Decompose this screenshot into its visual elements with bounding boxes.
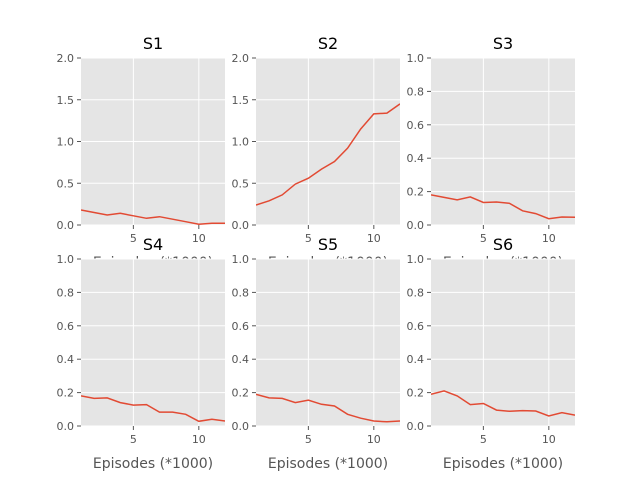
y-tick-label: 0.0	[232, 420, 250, 433]
series-line	[256, 393, 400, 423]
subplot-title: S2	[318, 34, 338, 53]
subplot-title: S3	[493, 34, 513, 53]
x-tick-label: 10	[192, 433, 206, 446]
y-tick-label: 0.0	[407, 420, 425, 433]
x-tick-label: 5	[130, 232, 137, 245]
y-tick-label: 0.6	[57, 320, 75, 333]
x-tick-label: 10	[367, 232, 381, 245]
subplot-5: 0.0 0.2 0.4 0.6 0.8 1.0 5 10 Episodes (*1000)	[232, 253, 400, 472]
y-tick-label: 0.8	[407, 85, 425, 98]
y-tick-label: 0.6	[232, 320, 250, 333]
y-tick-label: 1.0	[57, 253, 75, 266]
series-line	[431, 194, 575, 220]
y-tick-label: 1.0	[57, 136, 75, 149]
series-line	[81, 395, 225, 423]
plot-area	[81, 259, 225, 426]
y-tick-label: 1.0	[407, 52, 425, 65]
y-tick-label: 0.0	[407, 219, 425, 232]
x-tick-label: 10	[542, 433, 556, 446]
x-axis-label: Episodes (*1000)	[443, 456, 563, 472]
series-line	[256, 103, 400, 206]
y-tick-label: 0.0	[57, 219, 75, 232]
y-tick-label: 0.4	[232, 353, 250, 366]
y-tick-label: 2.0	[232, 52, 250, 65]
y-tick-label: 0.8	[232, 286, 250, 299]
y-tick-label: 0.4	[407, 152, 425, 165]
plot-area	[431, 58, 575, 225]
y-tick-label: 0.0	[57, 420, 75, 433]
x-axis-label: Episodes (*1000)	[268, 456, 388, 472]
series-line	[431, 390, 575, 417]
y-tick-label: 2.0	[57, 52, 75, 65]
x-tick-label: 5	[130, 433, 137, 446]
y-tick-label: 0.2	[407, 387, 425, 400]
y-tick-label: 0.4	[407, 353, 425, 366]
y-tick-label: 0.2	[232, 387, 250, 400]
y-tick-label: 1.0	[407, 253, 425, 266]
x-tick-label: 5	[480, 433, 487, 446]
y-tick-label: 1.0	[232, 136, 250, 149]
y-tick-label: 0.4	[57, 353, 75, 366]
x-tick-label: 10	[367, 433, 381, 446]
x-tick-label: 5	[305, 232, 312, 245]
y-tick-label: 1.5	[232, 94, 250, 107]
y-tick-label: 0.8	[407, 286, 425, 299]
series-line	[81, 209, 225, 225]
subplot-title: S4	[143, 235, 163, 254]
plot-area	[256, 259, 400, 426]
y-tick-label: 0.6	[407, 119, 425, 132]
y-tick-label: 0.0	[232, 219, 250, 232]
y-tick-label: 0.2	[407, 186, 425, 199]
plot-area	[431, 259, 575, 426]
y-tick-label: 0.5	[57, 177, 75, 190]
subplot-title: S1	[143, 34, 163, 53]
x-tick-label: 5	[480, 232, 487, 245]
subplot-title: S5	[318, 235, 338, 254]
y-tick-label: 1.0	[232, 253, 250, 266]
x-tick-label: 10	[542, 232, 556, 245]
y-tick-label: 0.6	[407, 320, 425, 333]
x-tick-label: 5	[305, 433, 312, 446]
subplot-title: S6	[493, 235, 513, 254]
y-tick-label: 1.5	[57, 94, 75, 107]
x-axis-label: Episodes (*1000)	[93, 456, 213, 472]
x-tick-label: 10	[192, 232, 206, 245]
y-tick-label: 0.2	[57, 387, 75, 400]
subplot-6: 0.0 0.2 0.4 0.6 0.8 1.0 5 10 Episodes (*1000)	[407, 253, 575, 472]
y-tick-label: 0.5	[232, 177, 250, 190]
y-tick-label: 0.8	[57, 286, 75, 299]
subplot-4: 0.0 0.2 0.4 0.6 0.8 1.0 5 10 Episodes (*1000)	[57, 253, 225, 472]
